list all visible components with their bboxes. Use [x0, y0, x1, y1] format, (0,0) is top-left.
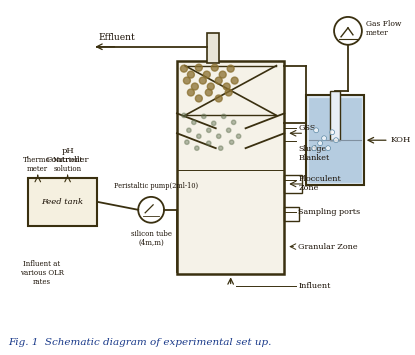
- Circle shape: [322, 136, 327, 141]
- Bar: [28, 178, 98, 226]
- Bar: [330, 91, 340, 140]
- Circle shape: [211, 64, 218, 71]
- Text: Influent: Influent: [298, 282, 331, 290]
- Text: silicon tube
(4m,m): silicon tube (4m,m): [131, 230, 172, 247]
- Circle shape: [219, 146, 223, 151]
- Circle shape: [185, 140, 189, 144]
- Circle shape: [202, 114, 206, 119]
- Circle shape: [317, 141, 322, 146]
- Circle shape: [217, 134, 221, 138]
- Text: Influent at
various OLR
rates: Influent at various OLR rates: [20, 260, 64, 286]
- Circle shape: [215, 77, 222, 84]
- Bar: [284, 207, 299, 221]
- Circle shape: [312, 146, 317, 151]
- Circle shape: [231, 77, 238, 84]
- Circle shape: [195, 64, 203, 71]
- Text: pH
Controller: pH Controller: [46, 147, 89, 164]
- Circle shape: [197, 134, 201, 138]
- Text: Feed tank: Feed tank: [42, 198, 84, 206]
- Bar: [309, 98, 361, 182]
- Circle shape: [195, 146, 199, 151]
- Circle shape: [219, 71, 226, 78]
- Circle shape: [181, 65, 188, 72]
- Circle shape: [223, 83, 230, 90]
- Circle shape: [222, 114, 226, 119]
- Circle shape: [326, 146, 331, 151]
- Bar: [284, 175, 302, 193]
- Text: Sampling ports: Sampling ports: [298, 208, 360, 216]
- Circle shape: [215, 95, 222, 102]
- Circle shape: [182, 113, 186, 118]
- Text: Fig. 1  Schematic diagram of experimental set up.: Fig. 1 Schematic diagram of experimental…: [8, 338, 271, 347]
- Circle shape: [207, 128, 211, 132]
- Circle shape: [237, 134, 241, 138]
- Circle shape: [195, 95, 203, 102]
- Text: Sludge
Blanket: Sludge Blanket: [298, 145, 330, 162]
- Text: Flocculent
Zone: Flocculent Zone: [298, 175, 341, 192]
- Circle shape: [225, 89, 232, 96]
- Text: Peristaltic pump(2ml-10): Peristaltic pump(2ml-10): [114, 182, 198, 190]
- Circle shape: [229, 140, 234, 144]
- Text: Gas Flow
meter: Gas Flow meter: [366, 20, 401, 38]
- Circle shape: [203, 71, 210, 78]
- Circle shape: [199, 77, 206, 84]
- Bar: [207, 33, 219, 63]
- Circle shape: [187, 128, 191, 132]
- Circle shape: [208, 83, 214, 90]
- Circle shape: [183, 77, 190, 84]
- Circle shape: [205, 89, 212, 96]
- Circle shape: [232, 120, 236, 125]
- Circle shape: [212, 121, 216, 126]
- Circle shape: [227, 128, 231, 132]
- Text: Granular Zone: Granular Zone: [298, 242, 358, 251]
- Circle shape: [207, 141, 211, 146]
- Circle shape: [188, 89, 194, 96]
- Circle shape: [334, 138, 339, 143]
- Text: GSS: GSS: [298, 124, 316, 132]
- Circle shape: [188, 71, 194, 78]
- Circle shape: [227, 65, 234, 72]
- Circle shape: [314, 128, 319, 133]
- Text: Effluent: Effluent: [99, 33, 136, 42]
- Circle shape: [192, 120, 196, 125]
- Circle shape: [191, 83, 198, 90]
- Bar: [306, 95, 364, 185]
- Bar: [177, 61, 284, 274]
- Text: KOH: KOH: [391, 136, 411, 144]
- Text: Thermo-
meter: Thermo- meter: [23, 156, 53, 173]
- Circle shape: [330, 130, 334, 135]
- Text: Nutrient
solution: Nutrient solution: [52, 156, 83, 173]
